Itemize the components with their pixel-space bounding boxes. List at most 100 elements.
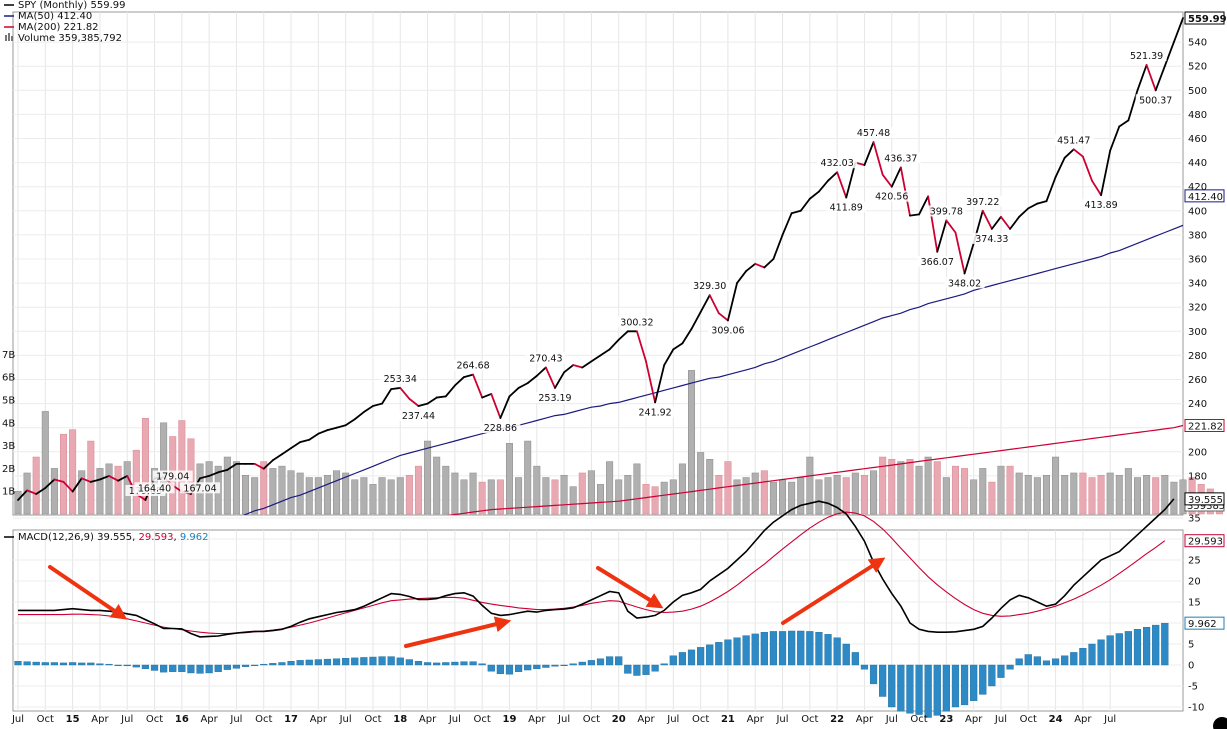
- macd-histogram-bar: [433, 662, 441, 666]
- macd-histogram-bar: [924, 664, 932, 718]
- macd-histogram-bar: [797, 630, 805, 666]
- volume-bar: [1015, 472, 1023, 515]
- price-line-segment: [781, 212, 793, 236]
- macd-axis-tick-label: 20: [1188, 577, 1201, 588]
- macd-histogram-bar: [442, 662, 450, 666]
- trend-arrow: [596, 566, 664, 609]
- price-line-segment: [581, 360, 593, 369]
- annotation-bg: [134, 482, 175, 494]
- price-line-segment: [863, 141, 875, 166]
- x-axis-tick-label: Oct: [146, 714, 163, 725]
- price-line-segment: [963, 242, 975, 275]
- volume-bar: [587, 470, 595, 515]
- price-line-segment: [1163, 41, 1175, 68]
- macd-histogram-bar: [59, 662, 68, 666]
- price-line-segment: [62, 481, 74, 493]
- macd-histogram-bar: [788, 630, 796, 666]
- x-axis-tick-label: Apr: [747, 714, 765, 725]
- price-line-segment: [954, 231, 966, 275]
- price-axis-tick-label: 180: [1188, 471, 1207, 482]
- volume-bar: [842, 477, 850, 515]
- volume-bar: [1024, 474, 1032, 515]
- price-line-segment: [727, 282, 738, 322]
- x-axis-tick-label: Jul: [11, 714, 24, 725]
- macd-histogram-bar: [888, 664, 896, 708]
- macd-histogram-bar: [551, 664, 559, 667]
- x-axis-tick-label: Jul: [120, 714, 133, 725]
- annotation-bg: [871, 190, 912, 202]
- price-axis-tick-label: 200: [1188, 447, 1207, 458]
- x-axis-tick-label: Oct: [255, 714, 272, 725]
- macd-line: [18, 498, 1175, 638]
- price-line-segment: [99, 474, 110, 481]
- macd-histogram-bar: [1042, 660, 1051, 666]
- volume-bar: [870, 470, 878, 515]
- x-axis-tick-label: 18: [393, 714, 407, 725]
- macd-badge-box: [1184, 534, 1225, 548]
- macd-histogram-bar: [278, 662, 286, 666]
- volume-bar: [1143, 474, 1151, 515]
- volume-bar: [132, 449, 140, 515]
- volume-bar: [333, 470, 341, 515]
- price-line-segment: [53, 478, 65, 483]
- volume-bar: [305, 477, 313, 515]
- price-line-segment: [909, 213, 920, 217]
- volume-bar: [669, 479, 677, 515]
- macd-histogram-bar: [396, 657, 404, 666]
- volume-bar: [378, 477, 386, 515]
- macd-histogram-bar: [970, 664, 978, 701]
- price-line-segment: [918, 195, 930, 216]
- price-line-segment: [1000, 215, 1011, 230]
- x-axis-tick-label: Oct: [474, 714, 491, 725]
- volume-bar: [988, 481, 996, 515]
- price-line-segment: [672, 342, 684, 351]
- macd-histogram-bar: [778, 631, 787, 666]
- x-axis-tick-label: Apr: [419, 714, 437, 725]
- volume-bar: [260, 461, 268, 515]
- macd-histogram-bar: [214, 664, 222, 672]
- volume-bar: [114, 465, 122, 515]
- volume-bar: [615, 479, 623, 515]
- x-axis-tick-label: 20: [612, 714, 626, 725]
- annotation-bg: [152, 470, 193, 482]
- price-line-segment: [526, 374, 538, 385]
- price-line-segment: [1072, 148, 1084, 158]
- volume-bar: [442, 465, 450, 515]
- price-line-segment: [636, 330, 647, 363]
- volume-bar: [951, 465, 959, 515]
- annotation-bg: [926, 205, 967, 217]
- legend-volume-swatch-2: [8, 33, 10, 41]
- price-line-segment: [790, 209, 802, 215]
- volume-bar: [779, 479, 787, 515]
- volume-bar: [1042, 474, 1050, 515]
- volume-bar: [606, 461, 614, 515]
- macd-histogram-bar: [651, 664, 659, 672]
- macd-histogram-bar: [1015, 658, 1023, 666]
- macd-axis-tick-label: 35: [1188, 514, 1201, 525]
- macd-histogram-bar: [1024, 654, 1032, 666]
- macd-histogram-bar: [160, 664, 168, 673]
- legend-volume-swatch-1: [5, 35, 7, 41]
- price-line-segment: [17, 489, 29, 501]
- macd-histogram-bar: [942, 664, 950, 712]
- x-axis-tick-label: Apr: [965, 714, 983, 725]
- macd-histogram-bar: [405, 659, 413, 666]
- price-line-segment: [481, 393, 493, 399]
- macd-histogram-bar: [1115, 633, 1123, 666]
- trend-arrow: [48, 565, 128, 620]
- price-line-segment: [290, 441, 302, 450]
- x-axis-tick-label: Oct: [801, 714, 818, 725]
- price-line-segment: [699, 294, 711, 313]
- macd-histogram-bar: [979, 664, 987, 695]
- volume-bar: [451, 472, 459, 515]
- price-line-segment: [708, 294, 720, 315]
- price-axis-tick-label: 260: [1188, 375, 1207, 386]
- price-annotation: 413.89: [1084, 200, 1117, 211]
- macd-histogram-bar: [697, 647, 705, 666]
- macd-histogram-bar: [150, 664, 159, 671]
- volume-bar: [69, 429, 77, 515]
- macd-histogram-bar: [351, 657, 359, 666]
- price-line-segment: [499, 395, 511, 419]
- macd-histogram-bar: [906, 664, 914, 714]
- macd-histogram-bar: [678, 652, 687, 666]
